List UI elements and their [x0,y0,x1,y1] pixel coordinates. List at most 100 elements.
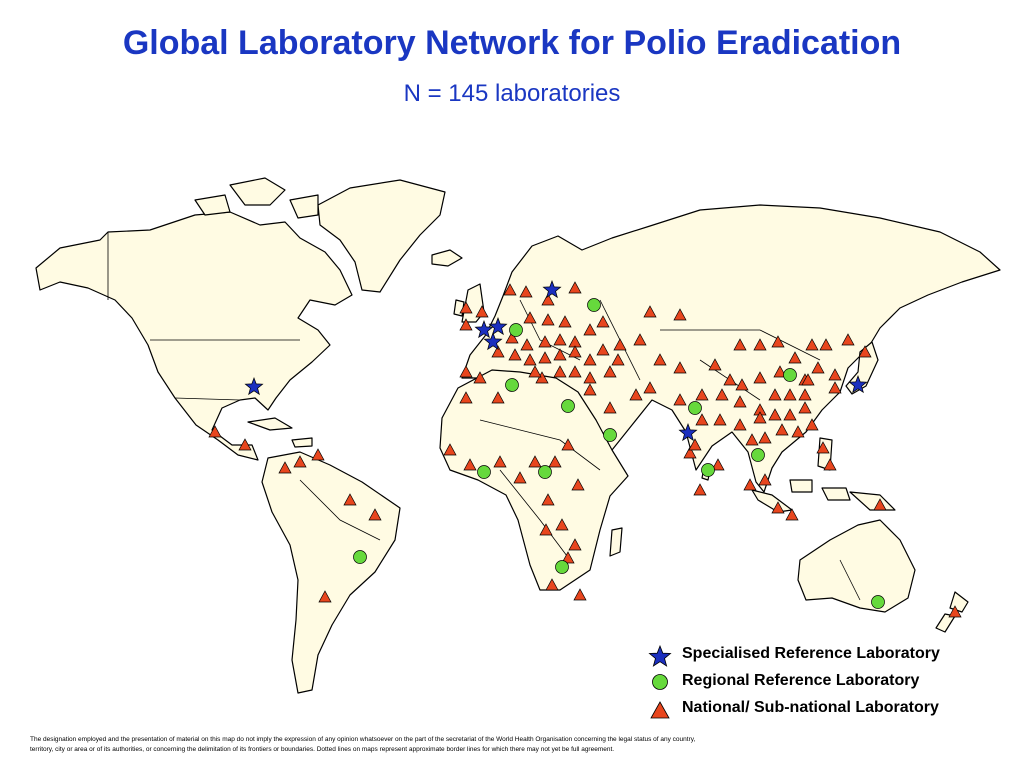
national-lab-marker [545,578,559,591]
national-lab-marker [568,345,582,358]
circle-icon [652,674,668,690]
regional-lab-marker [871,595,885,609]
national-lab-marker [513,471,527,484]
regional-lab-marker [688,401,702,415]
national-lab-marker [723,373,737,386]
regional-lab-marker [751,448,765,462]
national-lab-marker [673,308,687,321]
national-lab-marker [653,353,667,366]
national-lab-marker [715,388,729,401]
national-lab-marker [491,345,505,358]
national-lab-marker [568,281,582,294]
national-lab-marker [473,371,487,384]
national-lab-marker [643,305,657,318]
national-lab-marker [768,408,782,421]
triangle-icon [650,701,670,719]
national-lab-marker [603,365,617,378]
national-lab-marker [520,338,534,351]
iceland-landmass [431,249,463,267]
national-lab-marker [505,331,519,344]
specialised-lab-marker [483,331,503,351]
south-america-landmass [261,451,401,694]
national-lab-marker [293,455,307,468]
specialised-lab-marker [542,279,562,299]
disclaimer-line-2: territory, city or area or of its author… [30,746,615,753]
national-lab-marker [573,588,587,601]
national-lab-marker [758,473,772,486]
national-lab-marker [801,373,815,386]
national-lab-marker [828,381,842,394]
national-lab-marker [523,353,537,366]
national-lab-marker [603,401,617,414]
national-lab-marker [858,345,872,358]
national-lab-marker [783,408,797,421]
regional-lab-marker [505,378,519,392]
legend-label-national: National/ Sub-national Laboratory [682,699,939,716]
national-lab-marker [758,431,772,444]
national-lab-marker [493,455,507,468]
national-lab-marker [541,313,555,326]
specialised-lab-marker [678,422,698,442]
national-lab-marker [538,335,552,348]
national-lab-marker [208,425,222,438]
national-lab-marker [633,333,647,346]
regional-lab-marker [783,368,797,382]
national-lab-marker [475,305,489,318]
national-lab-marker [788,351,802,364]
specialised-lab-marker [474,319,494,339]
national-lab-marker [463,458,477,471]
national-lab-marker [773,365,787,378]
national-lab-marker [688,438,702,451]
national-lab-marker [733,395,747,408]
star-icon [648,645,672,667]
national-lab-marker [561,551,575,564]
regional-lab-marker [477,465,491,479]
national-lab-marker [523,311,537,324]
regional-lab-marker [353,550,367,564]
national-lab-marker [535,371,549,384]
national-lab-marker [278,461,292,474]
national-lab-marker [443,443,457,456]
national-lab-marker [643,381,657,394]
regional-lab-marker [538,465,552,479]
national-lab-marker [528,365,542,378]
national-lab-marker [711,458,725,471]
national-lab-marker [553,348,567,361]
legend-item-specialised: Specialised Reference Laboratory [648,643,1018,670]
national-lab-marker [368,508,382,521]
national-lab-marker [733,418,747,431]
national-lab-marker [708,358,722,371]
national-lab-marker [611,353,625,366]
national-lab-marker [553,333,567,346]
legend-item-national: National/ Sub-national Laboratory [648,697,1018,724]
national-lab-marker [459,301,473,314]
national-lab-marker [541,293,555,306]
national-lab-marker [768,388,782,401]
regional-lab-marker [603,428,617,442]
national-lab-marker [811,361,825,374]
arctic-islands [194,177,319,219]
national-lab-marker [819,338,833,351]
national-lab-marker [805,418,819,431]
national-lab-marker [503,283,517,296]
regional-lab-marker [509,323,523,337]
national-lab-marker [695,413,709,426]
national-lab-marker [816,441,830,454]
national-lab-marker [695,388,709,401]
laboratory-markers [208,279,962,618]
page-subtitle: N = 145 laboratories [403,80,621,107]
national-lab-marker [491,391,505,404]
national-lab-marker [629,388,643,401]
national-lab-marker [753,371,767,384]
national-lab-marker [568,365,582,378]
caribbean-islands [247,417,313,448]
national-lab-marker [828,368,842,381]
national-lab-marker [948,605,962,618]
national-lab-marker [745,433,759,446]
regional-lab-marker [561,399,575,413]
national-lab-marker [771,501,785,514]
national-lab-marker [673,361,687,374]
national-lab-marker [733,338,747,351]
legend-label-specialised: Specialised Reference Laboratory [682,645,940,662]
